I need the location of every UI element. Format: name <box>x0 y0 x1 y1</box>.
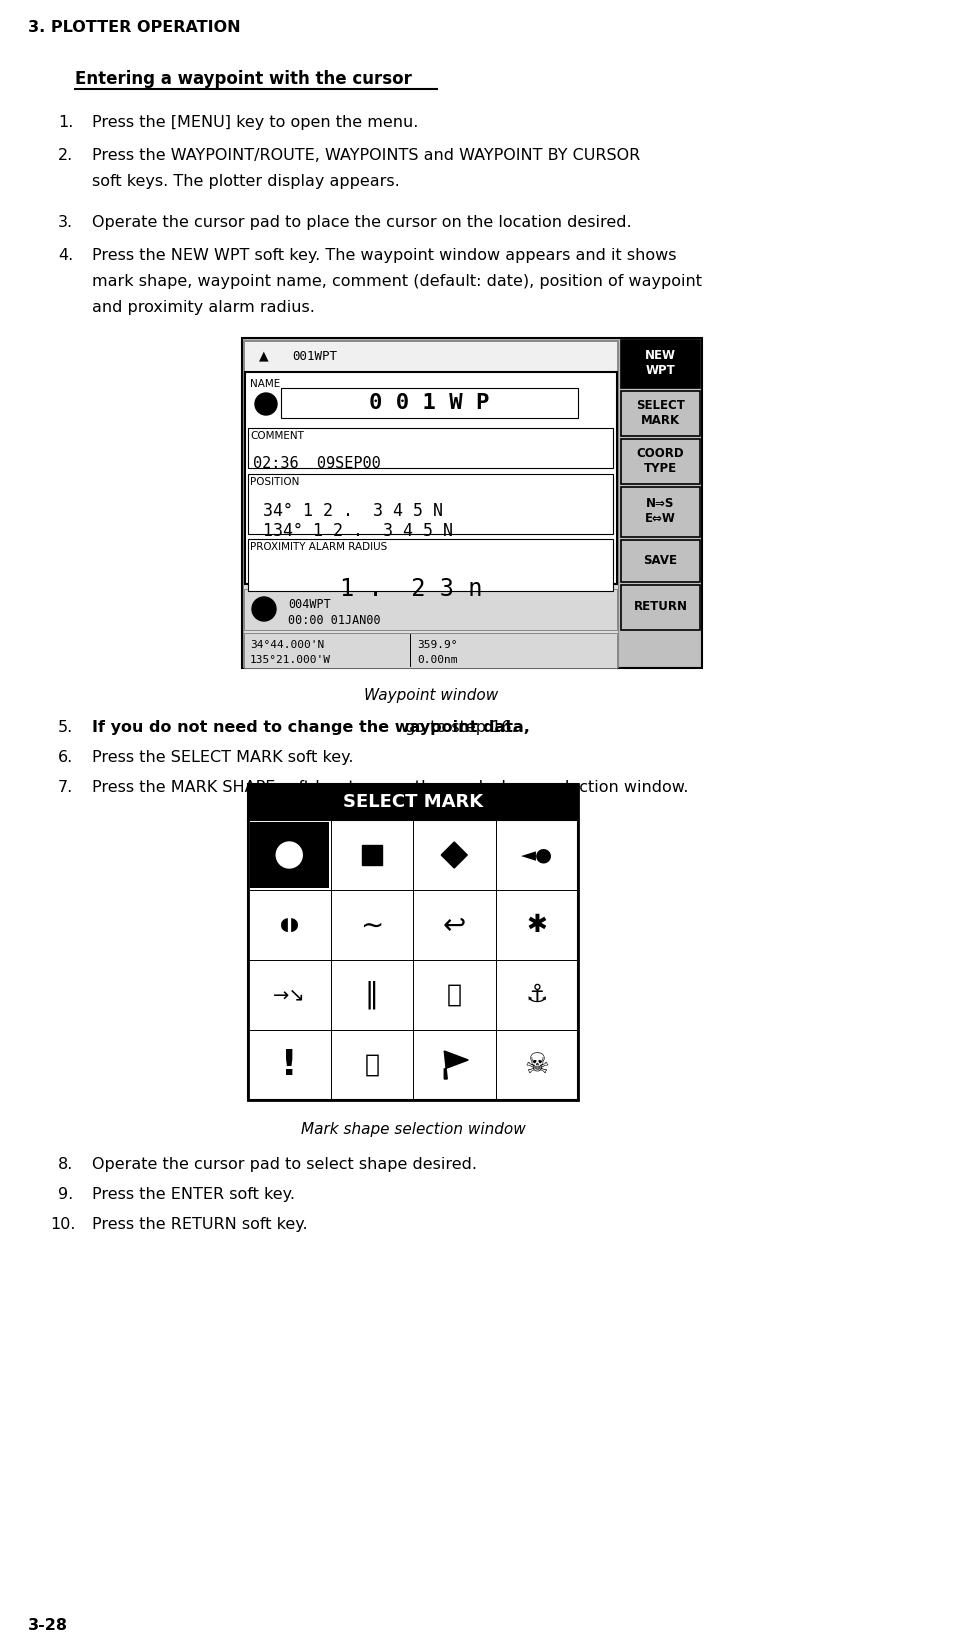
Text: ⚓: ⚓ <box>526 984 548 1007</box>
Bar <box>248 820 578 1100</box>
Bar <box>621 391 700 436</box>
Text: Waypoint window: Waypoint window <box>364 688 498 703</box>
Text: 4.: 4. <box>58 248 73 263</box>
Text: 7.: 7. <box>58 779 73 796</box>
Text: ◄●: ◄● <box>521 845 553 864</box>
Text: If you do not need to change the waypoint data,: If you do not need to change the waypoin… <box>92 721 530 735</box>
Text: 134° 1 2 .  3 4 5 N: 134° 1 2 . 3 4 5 N <box>263 521 453 539</box>
Text: go to step 16.: go to step 16. <box>400 721 516 735</box>
Bar <box>250 822 328 887</box>
Text: SAVE: SAVE <box>644 554 677 567</box>
Bar <box>244 588 617 631</box>
Text: 1 .  2 3 n: 1 . 2 3 n <box>340 577 482 601</box>
Text: ▲: ▲ <box>260 350 269 363</box>
Text: ⛽: ⛽ <box>447 984 461 1007</box>
Text: 00:00 01JAN00: 00:00 01JAN00 <box>288 614 380 627</box>
Text: 2.: 2. <box>58 149 73 163</box>
Text: Press the WAYPOINT/ROUTE, WAYPOINTS and WAYPOINT BY CURSOR: Press the WAYPOINT/ROUTE, WAYPOINTS and … <box>92 149 640 163</box>
Text: Press the NEW WPT soft key. The waypoint window appears and it shows: Press the NEW WPT soft key. The waypoint… <box>92 248 676 263</box>
Bar <box>245 373 617 583</box>
Text: NEW
WPT: NEW WPT <box>645 350 676 377</box>
Text: Press the SELECT MARK soft key.: Press the SELECT MARK soft key. <box>92 750 353 765</box>
Circle shape <box>252 596 276 621</box>
Text: ‖: ‖ <box>365 980 378 1010</box>
Text: 🔊: 🔊 <box>364 1052 379 1077</box>
Text: Press the MARK SHAPE soft key to open the mark shape selection window.: Press the MARK SHAPE soft key to open th… <box>92 779 688 796</box>
Circle shape <box>255 394 277 415</box>
Text: Operate the cursor pad to place the cursor on the location desired.: Operate the cursor pad to place the curs… <box>92 216 632 230</box>
Text: 34°44.000'N: 34°44.000'N <box>250 641 324 650</box>
Text: and proximity alarm radius.: and proximity alarm radius. <box>92 301 315 315</box>
Bar <box>621 340 700 387</box>
Text: 001WPT: 001WPT <box>292 350 337 363</box>
Text: 1.: 1. <box>58 114 73 131</box>
Bar <box>621 487 700 538</box>
Bar <box>248 428 613 467</box>
Text: Press the [MENU] key to open the menu.: Press the [MENU] key to open the menu. <box>92 114 419 131</box>
Polygon shape <box>444 1051 468 1078</box>
Bar <box>621 440 700 484</box>
Text: 8.: 8. <box>58 1157 73 1172</box>
Text: 359.9°: 359.9° <box>417 641 457 650</box>
Text: 135°21.000'W: 135°21.000'W <box>250 655 331 665</box>
Bar <box>242 338 702 668</box>
Text: ∼: ∼ <box>360 912 383 940</box>
Text: ◖◗: ◖◗ <box>280 917 299 935</box>
Circle shape <box>276 842 302 868</box>
Bar <box>244 632 617 668</box>
Text: Operate the cursor pad to select shape desired.: Operate the cursor pad to select shape d… <box>92 1157 477 1172</box>
Text: 0 0 1 W P: 0 0 1 W P <box>370 394 489 413</box>
Text: PROXIMITY ALARM RADIUS: PROXIMITY ALARM RADIUS <box>250 542 387 552</box>
Text: COMMENT: COMMENT <box>250 431 304 441</box>
Text: 3. PLOTTER OPERATION: 3. PLOTTER OPERATION <box>28 20 240 34</box>
Text: 3-28: 3-28 <box>28 1618 68 1632</box>
Text: 34° 1 2 .  3 4 5 N: 34° 1 2 . 3 4 5 N <box>263 502 443 520</box>
Polygon shape <box>441 842 467 868</box>
Text: SELECT MARK: SELECT MARK <box>343 792 483 810</box>
Text: NAME: NAME <box>250 379 280 389</box>
Text: 004WPT: 004WPT <box>288 598 331 611</box>
Text: ✱: ✱ <box>526 913 547 936</box>
Bar <box>362 845 382 864</box>
Bar <box>281 387 578 418</box>
Text: ☠: ☠ <box>524 1051 549 1078</box>
Bar <box>248 474 613 534</box>
Text: Entering a waypoint with the cursor: Entering a waypoint with the cursor <box>75 70 412 88</box>
Bar <box>248 539 613 592</box>
Bar <box>621 585 700 631</box>
Bar <box>248 784 578 820</box>
Text: SELECT
MARK: SELECT MARK <box>636 399 685 426</box>
Bar <box>244 342 617 373</box>
Text: RETURN: RETURN <box>633 600 687 613</box>
Text: →↘: →↘ <box>273 985 306 1005</box>
Text: 02:36  09SEP00: 02:36 09SEP00 <box>253 456 381 471</box>
Text: POSITION: POSITION <box>250 477 299 487</box>
Text: soft keys. The plotter display appears.: soft keys. The plotter display appears. <box>92 173 400 190</box>
Bar <box>621 539 700 582</box>
Text: 10.: 10. <box>50 1217 75 1232</box>
Bar <box>248 784 578 1100</box>
Text: 6.: 6. <box>58 750 73 765</box>
Text: ↩: ↩ <box>443 912 466 940</box>
Text: 0.00nm: 0.00nm <box>417 655 457 665</box>
Text: N⇒S
E⇔W: N⇒S E⇔W <box>645 497 675 525</box>
Text: 3.: 3. <box>58 216 73 230</box>
Text: COORD
TYPE: COORD TYPE <box>637 446 684 474</box>
Text: 5.: 5. <box>58 721 73 735</box>
Text: mark shape, waypoint name, comment (default: date), position of waypoint: mark shape, waypoint name, comment (defa… <box>92 275 702 289</box>
Text: !: ! <box>281 1047 297 1082</box>
Text: 9.: 9. <box>58 1186 73 1203</box>
Bar <box>243 340 618 667</box>
Text: Press the RETURN soft key.: Press the RETURN soft key. <box>92 1217 308 1232</box>
Text: Mark shape selection window: Mark shape selection window <box>301 1123 525 1137</box>
Text: Press the ENTER soft key.: Press the ENTER soft key. <box>92 1186 295 1203</box>
